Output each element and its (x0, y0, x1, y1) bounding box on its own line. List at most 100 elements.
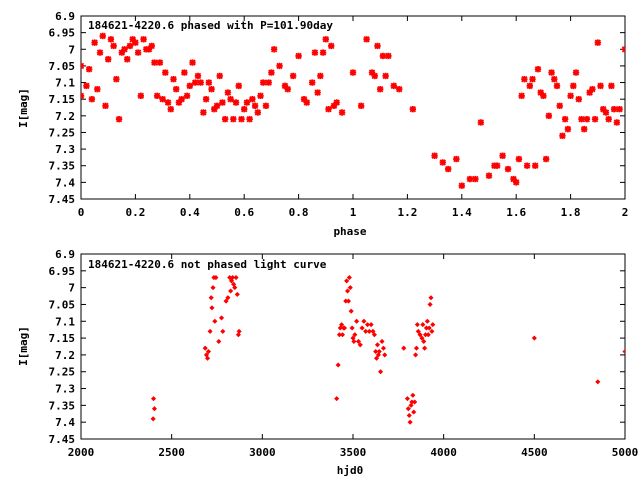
y-tick-label: 7.25 (49, 366, 76, 379)
data-point (178, 95, 185, 103)
data-point (405, 406, 411, 412)
y-axis: 6.9 6.95 7 7.05 7.1 7.15 7.2 7.25 7.3 7.35 7.4 7.45 (49, 248, 625, 446)
data-point (534, 66, 542, 73)
data-point (213, 274, 219, 281)
data-point (96, 49, 104, 56)
data-point (186, 82, 193, 90)
data-point (424, 318, 431, 324)
data-point (200, 109, 207, 116)
data-point (368, 321, 374, 328)
y-tick-label: 6.9 (55, 10, 75, 23)
data-point (581, 125, 588, 133)
data-point (121, 46, 128, 53)
data-point (540, 92, 547, 100)
data-point (349, 69, 357, 76)
data-point (499, 152, 506, 159)
data-point (570, 82, 577, 90)
data-point (173, 86, 180, 93)
data-point (126, 42, 134, 50)
data-point (411, 409, 417, 415)
data-point (303, 99, 310, 106)
y-tick-label: 7.35 (49, 160, 76, 173)
data-point (504, 165, 512, 173)
data-point (328, 42, 335, 50)
data-point (137, 92, 145, 100)
data-point (124, 56, 131, 63)
data-point (407, 419, 413, 425)
data-point (477, 119, 485, 126)
data-point (194, 72, 202, 80)
y-axis-label: I[mag] (17, 88, 30, 128)
data-point (227, 288, 234, 294)
data-point (107, 36, 115, 43)
data-point (425, 332, 431, 338)
x-tick-label: 3000 (249, 446, 276, 459)
x-tick-label: 0.6 (234, 206, 254, 219)
data-point (364, 321, 371, 328)
data-point (375, 352, 382, 358)
data-point (344, 288, 351, 294)
data-point (371, 332, 378, 338)
plot-frame (80, 253, 626, 440)
data-point (359, 325, 365, 331)
data-point (132, 39, 139, 46)
data-point (140, 36, 147, 43)
data-point (159, 95, 166, 103)
data-point (374, 42, 381, 50)
data-point (368, 69, 376, 76)
data-point (115, 115, 123, 123)
data-point (420, 321, 426, 328)
data-point (430, 321, 436, 328)
data-point (325, 105, 332, 113)
data-point (548, 69, 555, 76)
data-point (333, 99, 340, 106)
data-point (311, 49, 319, 56)
y-tick-label: 7.3 (55, 383, 75, 396)
y-tick-label: 7.05 (49, 60, 76, 73)
data-point (151, 59, 158, 66)
data-point (429, 328, 435, 335)
data-point (338, 109, 346, 116)
data-point (113, 76, 120, 83)
data-point (453, 155, 460, 163)
data-point (396, 86, 403, 93)
data-points (81, 32, 625, 189)
x-tick-label: 0.8 (289, 206, 309, 219)
y-tick-label: 7.2 (55, 110, 75, 123)
data-point (401, 345, 407, 351)
data-point (150, 416, 156, 422)
data-point (129, 36, 136, 43)
data-point (309, 79, 316, 86)
data-point (189, 59, 196, 66)
data-point (371, 72, 378, 80)
data-point (410, 392, 416, 398)
y-tick-label: 7 (68, 282, 75, 295)
y-tick-label: 7.15 (49, 332, 76, 345)
y-tick-label: 7.2 (55, 349, 75, 362)
data-point (270, 46, 278, 53)
data-point (586, 89, 593, 96)
data-point (379, 338, 385, 345)
phased-light-curve-chart: 6.9 6.95 7 7.05 7.1 7.15 7.2 7.25 7.3 7.35 7.4 7.45… (17, 10, 628, 238)
data-point (427, 301, 433, 308)
x-tick-label: 1 (350, 206, 357, 219)
data-point (105, 56, 112, 63)
x-tick-label: 2 (622, 206, 629, 219)
data-point (426, 325, 432, 331)
data-point (353, 318, 360, 324)
data-point (357, 342, 363, 348)
data-point (208, 86, 215, 93)
data-point (556, 102, 563, 110)
data-point (347, 284, 353, 291)
data-point (197, 79, 204, 86)
data-point (431, 152, 438, 159)
data-point (605, 115, 612, 123)
data-point (602, 109, 610, 116)
data-point (406, 412, 412, 419)
data-point (233, 274, 239, 281)
data-point (150, 395, 157, 402)
data-point (167, 105, 174, 113)
data-point (421, 345, 428, 351)
data-point (380, 345, 387, 351)
data-point (613, 119, 621, 126)
